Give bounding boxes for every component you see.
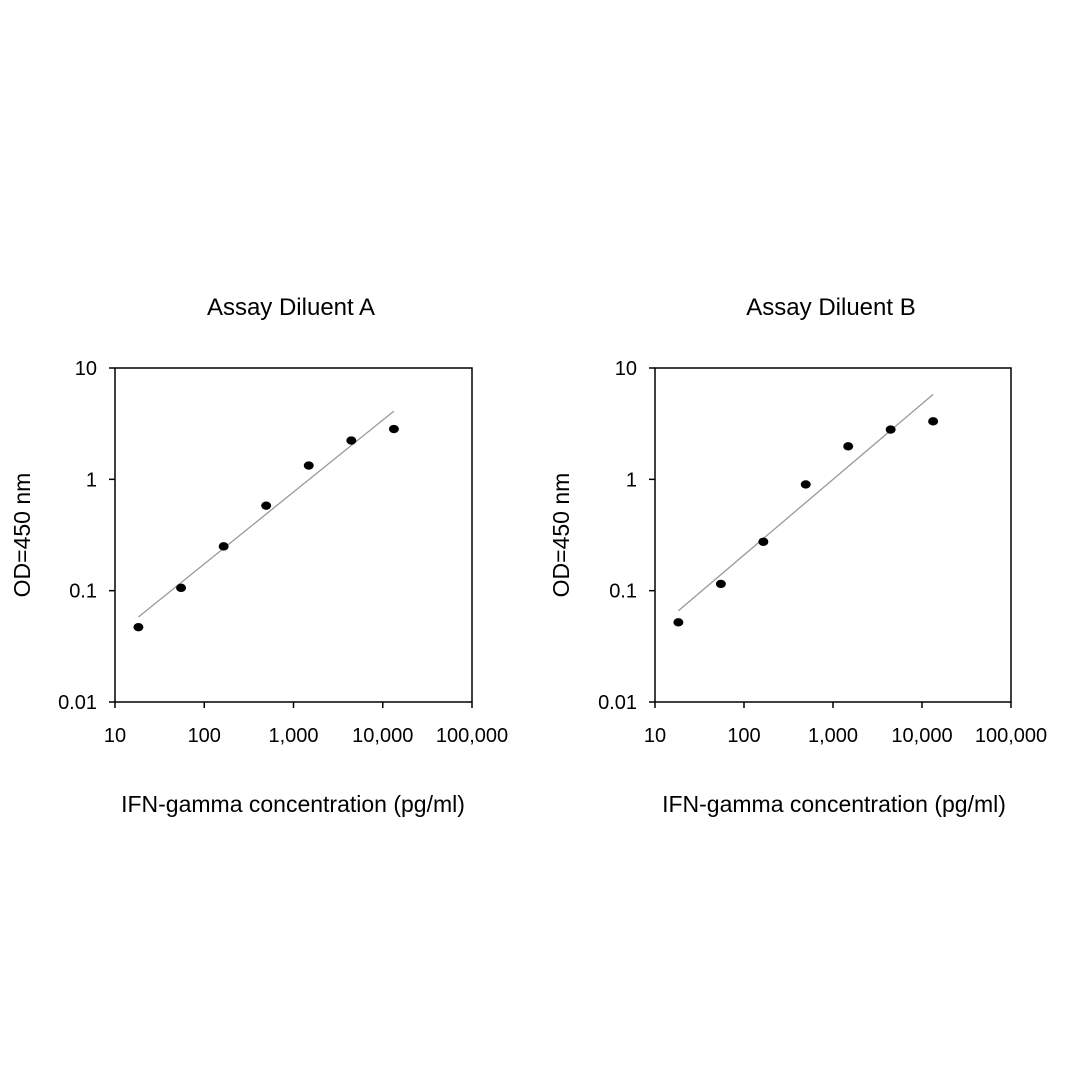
- data-point: [388, 424, 399, 434]
- x-tick-label: 100,000: [436, 725, 508, 747]
- y-axis-label: OD=450 nm: [9, 473, 35, 598]
- plot-area: 10 100 1,000 10,000 100,000 0.01 0.1 1 10: [58, 358, 508, 747]
- data-point: [928, 417, 939, 426]
- data-point: [800, 480, 811, 489]
- data-point: [673, 618, 684, 627]
- y-tick-label: 0.01: [58, 692, 97, 714]
- x-tick-label: 10: [104, 725, 126, 747]
- data-point: [758, 537, 769, 546]
- y-tick-label: 10: [615, 358, 637, 380]
- chart-title: Assay Diluent A: [207, 294, 375, 321]
- x-tick-label: 10,000: [891, 725, 952, 747]
- y-axis-label: OD=450 nm: [548, 473, 574, 598]
- chart-panel-a: Assay Diluent A IFN-gamma concentration …: [9, 294, 508, 817]
- plot-area: 10 100 1,000 10,000 100,000 0.01 0.1 1 10: [598, 358, 1047, 747]
- chart-title: Assay Diluent B: [746, 294, 915, 321]
- data-point: [176, 583, 187, 593]
- x-tick-label: 100,000: [975, 725, 1047, 747]
- y-tick-label: 1: [626, 469, 637, 491]
- y-tick-label: 0.1: [69, 581, 97, 603]
- data-point: [885, 425, 896, 434]
- x-tick-label: 100: [188, 725, 221, 747]
- y-tick-label: 1: [86, 469, 97, 491]
- data-point: [715, 579, 726, 589]
- x-tick-label: 10,000: [352, 725, 413, 747]
- y-tick-label: 0.01: [598, 692, 637, 714]
- data-point: [218, 542, 229, 551]
- x-tick-label: 1,000: [808, 725, 858, 747]
- data-point: [843, 442, 854, 451]
- data-point: [346, 436, 357, 445]
- trendline: [138, 410, 395, 618]
- y-tick-label: 0.1: [609, 581, 637, 603]
- x-axis-label: IFN-gamma concentration (pg/ml): [121, 791, 465, 817]
- x-tick-label: 1,000: [268, 725, 318, 747]
- x-axis-label: IFN-gamma concentration (pg/ml): [662, 791, 1006, 817]
- data-point: [133, 622, 144, 632]
- x-tick-label: 100: [727, 725, 760, 747]
- data-point: [261, 501, 272, 510]
- x-tick-label: 10: [644, 725, 666, 747]
- chart-panel-b: Assay Diluent B IFN-gamma concentration …: [548, 294, 1047, 817]
- y-tick-label: 10: [75, 358, 97, 380]
- data-point: [303, 461, 314, 470]
